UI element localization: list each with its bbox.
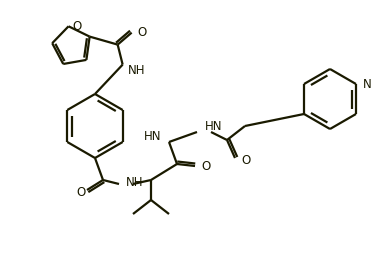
Text: N: N	[363, 77, 372, 90]
Text: O: O	[76, 186, 85, 199]
Text: NH: NH	[126, 175, 143, 188]
Text: HN: HN	[205, 120, 223, 133]
Text: O: O	[138, 26, 147, 39]
Text: O: O	[201, 160, 210, 173]
Text: O: O	[241, 154, 250, 167]
Text: O: O	[73, 20, 82, 33]
Text: NH: NH	[128, 64, 145, 77]
Text: HN: HN	[143, 130, 161, 143]
